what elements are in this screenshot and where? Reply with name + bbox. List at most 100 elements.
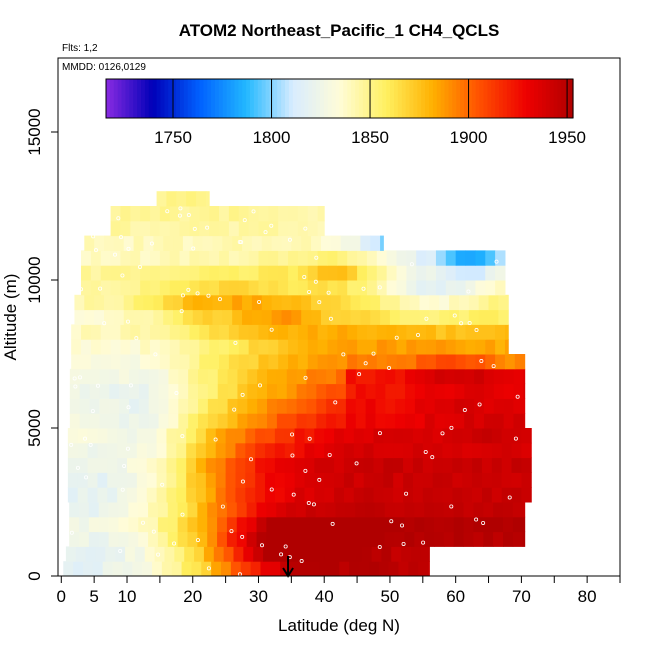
heatmap-cell (376, 265, 388, 281)
heatmap-cell (483, 502, 494, 518)
heatmap-cell (395, 413, 406, 429)
sample-point (269, 223, 274, 228)
sample-point (354, 461, 359, 466)
heatmap-cell (169, 220, 181, 237)
sample-point (306, 501, 311, 506)
heatmap-cell (128, 398, 140, 414)
colorbar-segment (117, 79, 123, 118)
heatmap-cell (148, 368, 160, 385)
sample-point (240, 479, 245, 484)
heatmap-cell (133, 235, 144, 251)
heatmap-cell (435, 354, 447, 370)
heatmap-cell (327, 250, 338, 266)
colorbar-segment (518, 79, 524, 118)
heatmap-cell (199, 220, 210, 237)
sample-point (78, 375, 83, 380)
heatmap-cell (522, 516, 526, 533)
heatmap-cell (268, 280, 279, 296)
heatmap-cell (465, 280, 476, 296)
sample-point (149, 241, 154, 246)
heatmap-cell (88, 516, 100, 533)
heatmap-cell (353, 442, 365, 459)
heatmap-cell (445, 354, 457, 370)
heatmap-cell (130, 324, 141, 340)
heatmap-cell (248, 280, 259, 296)
colorbar-segment (148, 79, 154, 118)
heatmap-cell (258, 206, 269, 222)
colorbar-segment (312, 79, 317, 118)
colorbar-segment (487, 79, 492, 118)
heatmap-cell (405, 383, 416, 399)
heatmap-cell (242, 309, 253, 325)
heatmap-cell (202, 294, 213, 311)
heatmap-cell (107, 442, 118, 459)
heatmap-cell (422, 472, 434, 488)
heatmap-cell (138, 398, 150, 414)
heatmap-cell (307, 206, 319, 222)
heatmap-cell (235, 457, 246, 473)
heatmap-cell (238, 280, 250, 296)
colorbar-segment (281, 79, 286, 118)
heatmap-cell (215, 487, 227, 503)
colorbar-segment (436, 79, 442, 118)
heatmap-cell (207, 531, 218, 547)
heatmap-cell (444, 383, 455, 399)
heatmap-cell (316, 398, 327, 414)
heatmap-cell (228, 339, 240, 355)
heatmap-cell (327, 265, 338, 281)
heatmap-cell (334, 457, 345, 473)
heatmap-cell (247, 413, 258, 429)
heatmap-cell (299, 561, 311, 577)
sample-point (313, 279, 318, 284)
heatmap-cell (357, 250, 368, 266)
heatmap-cell (267, 383, 278, 399)
heatmap-cell (67, 442, 79, 459)
heatmap-cell (366, 324, 378, 340)
heatmap-cell (404, 502, 415, 518)
heatmap-cell (230, 561, 242, 577)
colorbar-segment (277, 79, 282, 118)
heatmap-cell (366, 354, 378, 370)
sample-point (466, 289, 471, 294)
heatmap-cell (284, 472, 296, 488)
x-tick-label: 40 (315, 587, 334, 606)
heatmap-cell (498, 294, 509, 311)
heatmap-cell (439, 294, 450, 311)
heatmap-cell (63, 561, 74, 577)
heatmap-cell (213, 546, 225, 562)
heatmap-cell (144, 546, 156, 562)
heatmap-cell (268, 354, 279, 370)
heatmap-cell (376, 280, 388, 296)
sample-point (113, 252, 118, 257)
heatmap-cell (173, 309, 184, 325)
heatmap-cell (493, 516, 504, 533)
heatmap-cell (99, 398, 110, 414)
heatmap-cell (217, 368, 229, 385)
heatmap-cell (148, 516, 159, 533)
heatmap-cell (296, 368, 307, 385)
heatmap-cell (501, 457, 513, 473)
heatmap-cell (504, 324, 509, 340)
heatmap-cell (386, 280, 398, 296)
heatmap-cell (122, 561, 133, 577)
heatmap-cell (363, 442, 375, 459)
sample-point (302, 274, 307, 279)
heatmap-cell (495, 280, 506, 296)
heatmap-cell (187, 502, 198, 518)
heatmap-cell (130, 265, 141, 281)
heatmap-cell (380, 235, 384, 251)
heatmap-cell (406, 354, 417, 370)
heatmap-cell (365, 413, 376, 429)
colorbar-segment (510, 79, 516, 118)
sample-point (283, 544, 288, 549)
colorbar-segment (285, 79, 290, 118)
heatmap-cell (306, 413, 317, 429)
heatmap-cell (143, 235, 154, 251)
heatmap-cell (67, 428, 79, 444)
colorbar-segment (179, 79, 185, 118)
heatmap-cell (226, 516, 238, 533)
heatmap-cell (468, 294, 480, 311)
heatmap-cell (383, 487, 394, 503)
sample-point (206, 293, 211, 298)
heatmap-cell (455, 339, 467, 355)
